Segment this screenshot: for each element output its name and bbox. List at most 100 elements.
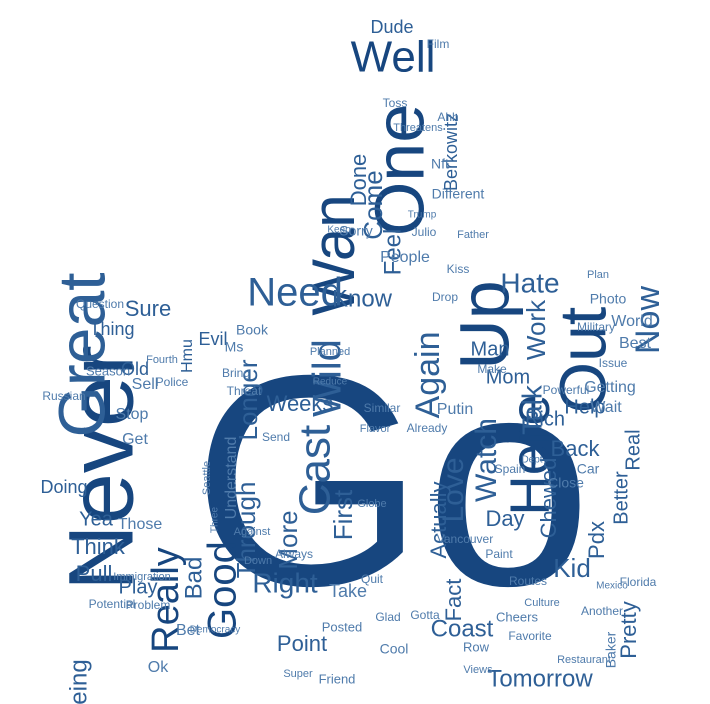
cloud-word: Send [262, 430, 290, 444]
cloud-word: Bet [176, 622, 201, 639]
cloud-word: Always [275, 547, 313, 561]
cloud-word: Man [471, 338, 510, 360]
cloud-word: Know [332, 285, 393, 312]
cloud-word: Photo [590, 291, 627, 307]
cloud-word: Take [329, 581, 367, 601]
cloud-word: Pretty [616, 601, 641, 658]
cloud-word: Keep [327, 225, 351, 236]
cloud-word: Hmu [179, 339, 196, 373]
cloud-word: Great [44, 272, 118, 437]
cloud-word: Potential [89, 597, 136, 611]
cloud-word: Restaurant [557, 654, 611, 666]
cloud-word: Love [437, 457, 470, 522]
cloud-word: Book [236, 322, 269, 338]
cloud-word: Russian [42, 389, 85, 403]
cloud-word: Understand [223, 437, 240, 520]
cloud-word: Father [457, 229, 489, 241]
cloud-word: Good [201, 541, 245, 639]
cloud-word: Now [629, 286, 667, 354]
cloud-word: Rich [525, 408, 565, 430]
cloud-word: Kid [553, 553, 591, 583]
cloud-word: Ok [148, 659, 169, 676]
cloud-word: Culture [524, 597, 559, 609]
cloud-word: Coast [431, 615, 494, 642]
cloud-word: Threat [227, 384, 262, 398]
cloud-word: Immigration [113, 571, 170, 583]
cloud-word: Think [71, 534, 126, 559]
cloud-word: Doing [40, 477, 87, 497]
cloud-word: Kiss [447, 262, 470, 276]
cloud-word: Through [231, 482, 261, 579]
cloud-word: Putin [437, 401, 473, 418]
cloud-word: Gotta [410, 608, 440, 622]
cloud-word: Better [610, 471, 632, 525]
cloud-word: Flavor [360, 423, 391, 435]
cloud-word: People [380, 249, 430, 266]
cloud-word: Help [564, 396, 605, 418]
cloud-word: Well [351, 33, 436, 82]
cloud-word: Those [118, 516, 163, 533]
cloud-word: Views [463, 664, 493, 676]
cloud-word: Here [498, 394, 561, 515]
cloud-word: Dude [370, 17, 413, 37]
cloud-word: Fact [441, 579, 466, 622]
cloud-word: Super [283, 668, 313, 680]
cloud-word: Nft [431, 156, 449, 172]
cloud-word: Julio [412, 225, 437, 239]
cloud-word: Up [445, 280, 523, 369]
cloud-word: Sell [132, 376, 159, 393]
cloud-word: Play [119, 576, 158, 598]
cloud-word: First [328, 489, 358, 540]
cloud-word: Get [122, 431, 148, 448]
cloud-word: Globe [357, 498, 386, 510]
cloud-word: Down [244, 555, 272, 567]
cloud-word: Weeks [267, 391, 334, 416]
cloud-word: Planned [310, 346, 350, 358]
cloud-word: Trump [408, 210, 437, 221]
cloud-word: Different [432, 186, 485, 202]
cloud-word: Plan [587, 269, 609, 281]
cloud-word: Cheers [496, 609, 538, 624]
cloud-word: Tomorrow [487, 665, 593, 692]
cloud-word: Three [210, 507, 221, 534]
cloud-word: Dept [521, 455, 542, 466]
cloud-word: Fourth [146, 354, 178, 366]
cloud-word: Chewed [536, 458, 561, 539]
cloud-word: Feel [379, 229, 406, 276]
cloud-word: Season [86, 363, 130, 378]
cloud-word: Stop [116, 406, 149, 423]
cloud-word: Bad [180, 557, 207, 600]
cloud-word: Work [521, 299, 551, 360]
cloud-word: Actually [426, 481, 451, 558]
cloud-word: Getting [584, 379, 636, 396]
cloud-word: Sorry [339, 223, 372, 239]
cloud-word: Routes [509, 574, 547, 588]
cloud-word: Come [358, 170, 388, 239]
cloud-word: Yea [79, 508, 114, 530]
cloud-word: Another [581, 604, 623, 618]
cloud-word: Right [252, 567, 318, 598]
cloud-word: Glad [375, 610, 400, 624]
cloud-word: Day [485, 506, 524, 531]
cloud-word: Wait [590, 399, 622, 416]
cloud-word: Best [619, 335, 652, 352]
cloud-word: Florida [620, 575, 657, 589]
cloud-word: Democracy [190, 625, 241, 636]
cloud-word: Wan [300, 194, 367, 315]
cloud-word: Friend [319, 671, 356, 686]
cloud-word: Powerful [543, 383, 590, 397]
cloud-word: Toss [383, 96, 408, 110]
cloud-word: One [360, 104, 438, 236]
cloud-word: Point [277, 631, 327, 656]
cloud-word: Back [551, 436, 601, 461]
cloud-word: Film [427, 37, 450, 51]
cloud-word: Similar [364, 401, 401, 415]
cloud-word: Thing [89, 319, 134, 339]
cloud-word: Bring [222, 366, 250, 380]
cloud-word: Favorite [508, 629, 552, 643]
cloud-word: Never [50, 345, 152, 590]
cloud-word: Make [477, 362, 507, 376]
